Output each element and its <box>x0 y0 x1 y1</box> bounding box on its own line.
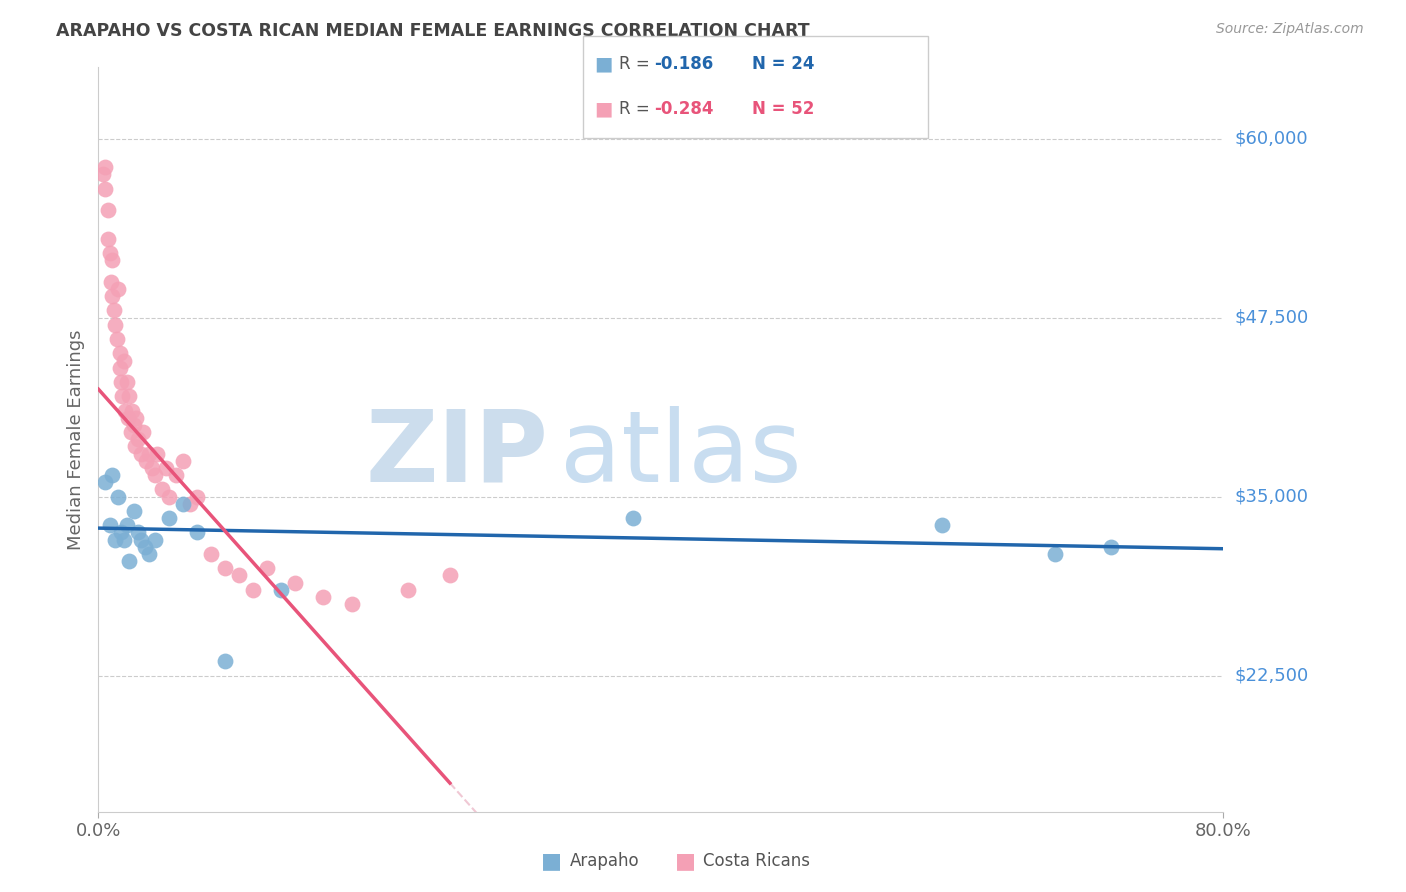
Point <box>129 447 152 461</box>
Point <box>186 490 208 504</box>
Point <box>115 518 138 533</box>
Point <box>179 497 201 511</box>
Text: ARAPAHO VS COSTA RICAN MEDIAN FEMALE EARNINGS CORRELATION CHART: ARAPAHO VS COSTA RICAN MEDIAN FEMALE EAR… <box>56 22 810 40</box>
Point <box>143 468 166 483</box>
Point <box>135 454 157 468</box>
Point <box>107 282 129 296</box>
Point <box>125 410 148 425</box>
Point <box>138 447 160 461</box>
Point <box>100 275 122 289</box>
Point <box>94 181 117 195</box>
Point <box>124 440 146 454</box>
Point <box>146 447 169 461</box>
Point <box>118 389 141 403</box>
Point <box>157 511 180 525</box>
Point <box>256 561 278 575</box>
Point <box>138 547 160 561</box>
Point <box>143 533 166 547</box>
Point <box>1099 540 1122 554</box>
Text: ZIP: ZIP <box>366 406 548 503</box>
Point <box>214 654 236 668</box>
Point <box>121 403 143 417</box>
Point <box>150 483 173 497</box>
Point <box>112 533 135 547</box>
Point <box>104 533 127 547</box>
Point <box>108 346 131 360</box>
Point <box>141 461 163 475</box>
Point <box>91 167 114 181</box>
Point <box>340 597 363 611</box>
Point <box>112 353 135 368</box>
Text: atlas: atlas <box>560 406 801 503</box>
Point <box>621 511 644 525</box>
Point <box>214 561 236 575</box>
Point <box>94 475 117 490</box>
Text: R =: R = <box>619 55 655 73</box>
Point <box>172 497 194 511</box>
Point <box>129 533 152 547</box>
Point <box>110 375 132 389</box>
Text: -0.186: -0.186 <box>654 55 713 73</box>
Point <box>122 504 145 518</box>
Point <box>396 582 419 597</box>
Point <box>97 232 120 246</box>
Point <box>101 289 124 303</box>
Text: N = 24: N = 24 <box>752 55 814 73</box>
Point <box>118 554 141 568</box>
Y-axis label: Median Female Earnings: Median Female Earnings <box>66 329 84 549</box>
Text: -0.284: -0.284 <box>654 100 713 118</box>
Text: $35,000: $35,000 <box>1234 488 1309 506</box>
Point <box>105 332 128 346</box>
Point <box>1043 547 1066 561</box>
Point <box>103 303 125 318</box>
Point <box>98 246 121 260</box>
Point <box>127 525 149 540</box>
Point <box>132 425 155 439</box>
Text: Source: ZipAtlas.com: Source: ZipAtlas.com <box>1216 22 1364 37</box>
Point <box>127 433 149 447</box>
Point <box>97 203 120 218</box>
Text: Costa Ricans: Costa Ricans <box>703 852 810 870</box>
Point <box>122 417 145 432</box>
Point <box>101 253 124 268</box>
Point <box>117 410 139 425</box>
Point <box>200 547 222 561</box>
Point <box>284 575 307 590</box>
Point <box>108 360 131 375</box>
Point <box>114 403 136 417</box>
Point <box>242 582 264 597</box>
Point <box>98 518 121 533</box>
Text: ■: ■ <box>595 54 613 74</box>
Point <box>111 389 134 403</box>
Point <box>172 454 194 468</box>
Point <box>270 582 292 597</box>
Point <box>931 518 953 533</box>
Point <box>439 568 461 582</box>
Point <box>165 468 187 483</box>
Text: R =: R = <box>619 100 655 118</box>
Text: $60,000: $60,000 <box>1234 129 1308 147</box>
Point <box>101 468 124 483</box>
Text: $22,500: $22,500 <box>1234 666 1309 685</box>
Text: N = 52: N = 52 <box>752 100 814 118</box>
Text: ■: ■ <box>541 851 562 871</box>
Point <box>110 525 132 540</box>
Text: Arapaho: Arapaho <box>569 852 640 870</box>
Point <box>120 425 142 439</box>
Point <box>186 525 208 540</box>
Point <box>107 490 129 504</box>
Point <box>104 318 127 332</box>
Point <box>134 540 156 554</box>
Point <box>155 461 177 475</box>
Point <box>94 160 117 174</box>
Text: $47,500: $47,500 <box>1234 309 1309 326</box>
Point <box>228 568 250 582</box>
Point <box>115 375 138 389</box>
Point <box>312 590 335 604</box>
Text: ■: ■ <box>595 99 613 119</box>
Point <box>157 490 180 504</box>
Text: ■: ■ <box>675 851 696 871</box>
